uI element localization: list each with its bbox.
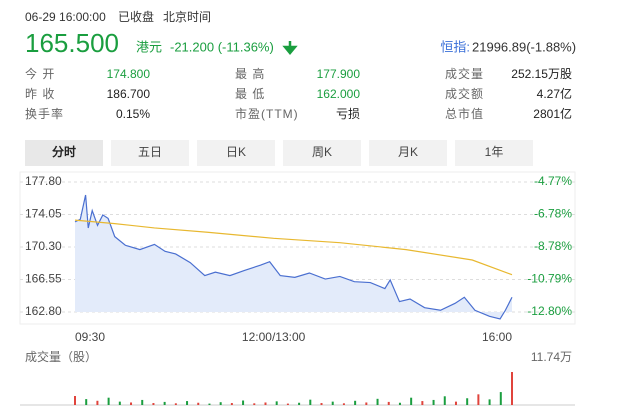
tab[interactable] — [369, 140, 447, 166]
y2-tick-label: -6.78% — [534, 207, 572, 221]
stat-label: 最 低 — [235, 87, 265, 101]
volume-bar — [152, 403, 155, 405]
volume-bar — [141, 399, 144, 405]
volume-bar — [365, 402, 368, 405]
volume-bar — [488, 399, 491, 405]
volume-bar — [432, 399, 435, 405]
stat-value: 177.900 — [317, 67, 361, 81]
volume-bar — [387, 401, 390, 405]
stat-label: 总市值 — [445, 106, 484, 121]
volume-bar — [286, 403, 289, 405]
volume-bar — [130, 402, 133, 405]
tab-label[interactable]: 五日 — [138, 145, 162, 159]
change: -21.200 (-11.36%) — [170, 39, 274, 54]
stat-value: 162.000 — [317, 87, 361, 101]
volume-bar — [186, 401, 189, 405]
timezone: 北京时间 — [163, 10, 211, 24]
volume-bar — [107, 397, 110, 405]
volume-bar — [163, 401, 166, 405]
volume-bar — [174, 403, 177, 405]
volume-bar — [219, 402, 222, 405]
average-line — [74, 219, 513, 276]
price: 165.500 — [25, 28, 119, 58]
y-tick-label: 174.05 — [25, 207, 62, 221]
stat-label: 成交额 — [445, 86, 484, 101]
volume-bar — [197, 402, 200, 405]
volume-bar — [443, 396, 446, 405]
tab-label[interactable]: 日K — [226, 145, 246, 159]
y-tick-label: 177.80 — [25, 174, 62, 188]
x-tick-label: 12:00/13:00 — [242, 330, 306, 344]
currency: 港元 — [136, 39, 162, 54]
status: 已收盘 — [118, 9, 154, 24]
index-value: 21996.89(-1.88%) — [472, 39, 576, 54]
volume-bar — [96, 400, 99, 405]
y-tick-label: 166.55 — [25, 272, 62, 286]
volume-bar — [410, 397, 413, 405]
volume-bar — [309, 399, 312, 405]
volume-bar — [398, 402, 401, 405]
volume-bar — [320, 403, 323, 405]
volume-bar — [275, 401, 278, 405]
y2-tick-label: -4.77% — [534, 174, 572, 188]
volume-bar — [421, 401, 424, 405]
stat-value: 0.15% — [116, 107, 150, 121]
price-line — [74, 194, 513, 320]
datetime: 06-29 16:00:00 — [25, 10, 106, 24]
volume-bar — [208, 403, 211, 405]
y2-tick-label: -12.80% — [527, 304, 572, 318]
volume-bar — [376, 398, 379, 405]
stat-label: 今 开 — [25, 66, 55, 81]
volume-bar — [85, 399, 88, 405]
tab-label[interactable]: 周K — [312, 145, 332, 159]
y-tick-label: 162.80 — [25, 304, 62, 318]
stat-label: 成交量 — [445, 66, 484, 81]
price-area — [75, 195, 512, 319]
volume-bar — [477, 394, 480, 405]
tab[interactable] — [283, 140, 361, 166]
stat-label: 昨 收 — [25, 87, 55, 101]
tab-label[interactable]: 月K — [398, 145, 418, 159]
tab-label[interactable]: 1年 — [485, 145, 504, 159]
volume-max-label: 11.74万 — [531, 350, 572, 364]
volume-label: 成交量（股） — [25, 349, 97, 364]
tab[interactable] — [455, 140, 533, 166]
volume-bar — [454, 401, 457, 405]
tab[interactable] — [111, 140, 189, 166]
tab[interactable] — [25, 140, 103, 166]
stat-value: 174.800 — [107, 67, 151, 81]
x-tick-label: 16:00 — [482, 330, 512, 344]
plot-frame — [19, 171, 576, 325]
stat-label: 市盈(TTM) — [235, 106, 299, 121]
volume-bar — [230, 403, 233, 405]
stat-value: 亏损 — [336, 107, 360, 121]
volume-bar — [253, 403, 256, 405]
volume-bar — [354, 400, 357, 405]
down-arrow — [282, 41, 298, 55]
volume-bar — [264, 402, 267, 405]
volume-bar — [342, 403, 345, 405]
volume-bar — [511, 372, 513, 405]
volume-bar — [242, 400, 245, 405]
y2-tick-label: -10.79% — [527, 272, 572, 286]
stat-label: 最 高 — [235, 66, 265, 81]
volume-bar — [298, 402, 301, 405]
volume-bar — [466, 398, 469, 405]
tab[interactable] — [197, 140, 275, 166]
volume-bar — [331, 401, 334, 405]
volume-bar — [499, 392, 502, 405]
tab-label[interactable]: 分时 — [52, 144, 76, 159]
stat-label: 换手率 — [25, 106, 64, 121]
y2-tick-label: -8.78% — [534, 239, 572, 253]
y-tick-label: 170.30 — [25, 239, 62, 253]
x-tick-label: 09:30 — [75, 330, 105, 344]
stat-value: 2801亿 — [533, 106, 572, 121]
stat-value: 252.15万股 — [511, 67, 572, 81]
volume-bar — [74, 396, 76, 405]
stat-value: 4.27亿 — [537, 86, 572, 101]
volume-bar — [118, 401, 121, 405]
index-label[interactable]: 恒指: — [440, 39, 470, 54]
stat-value: 186.700 — [107, 87, 151, 101]
